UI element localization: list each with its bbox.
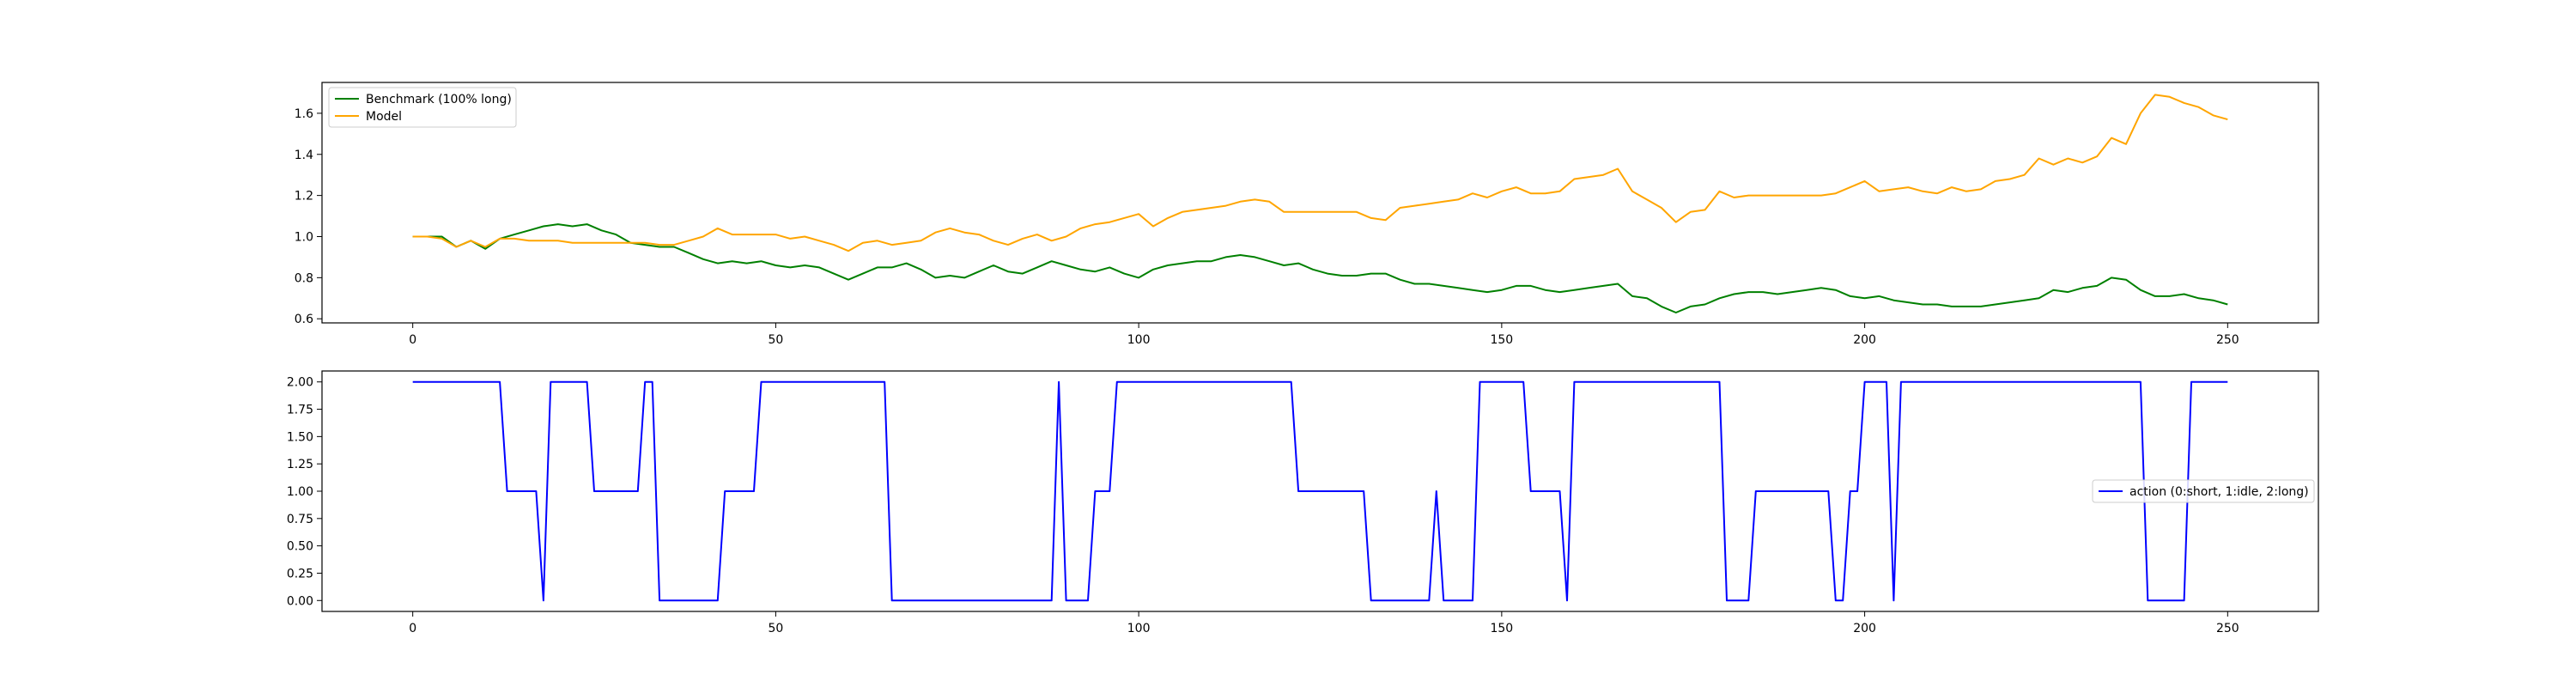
price-y-tick-label: 1.2 — [295, 190, 313, 204]
legend-label-model: Model — [366, 110, 402, 124]
action-series-group — [412, 380, 2228, 602]
price-y-tick-label: 1.6 — [295, 107, 313, 121]
action-y-tick-label: 1.75 — [287, 404, 313, 417]
price-series-group — [412, 94, 2228, 313]
price-x-tick-label: 100 — [1127, 333, 1151, 347]
action-x-tick-label: 100 — [1127, 622, 1151, 635]
price-legend-box — [328, 87, 517, 128]
price-legend: Benchmark (100% long) Model — [328, 87, 517, 128]
price-y-tick-label: 1.4 — [295, 149, 313, 162]
action-chart: 0 50 100 150 200 250 0.00 0.25 0.50 0.75 1.00 1.25 1… — [287, 370, 2319, 635]
price-x-tick-label: 200 — [1853, 333, 1876, 347]
action-y-tick-label: 0.25 — [287, 567, 313, 581]
action-series-line-0 — [412, 380, 2228, 602]
action-y-tick-label: 2.00 — [287, 376, 313, 390]
action-chart-axes: 0 50 100 150 200 250 0.00 0.25 0.50 0.75 1.00 1.25 1… — [287, 376, 2239, 635]
action-y-tick-label: 1.00 — [287, 485, 313, 499]
action-legend: action (0:short, 1:idle, 2:long) — [2092, 479, 2315, 503]
price-series-line-0 — [412, 223, 2228, 313]
action-y-tick-label: 0.50 — [287, 540, 313, 554]
action-y-tick-label: 1.25 — [287, 458, 313, 471]
price-y-tick-label: 1.0 — [295, 230, 313, 244]
price-chart: 0 50 100 150 200 250 0.6 0.8 1.0 1.2 1.4 1.6 Benchm… — [295, 82, 2319, 347]
action-y-tick-label: 1.50 — [287, 430, 313, 444]
price-y-tick-label: 0.8 — [295, 271, 313, 285]
action-y-tick-label: 0.75 — [287, 513, 313, 526]
legend-label-benchmark: Benchmark (100% long) — [366, 93, 512, 106]
price-chart-axes: 0 50 100 150 200 250 0.6 0.8 1.0 1.2 1.4 1.6 — [295, 107, 2239, 347]
price-x-tick-label: 250 — [2216, 333, 2239, 347]
action-x-tick-label: 150 — [1490, 622, 1513, 635]
action-legend-box — [2092, 479, 2315, 503]
price-y-tick-label: 0.6 — [295, 313, 313, 326]
action-x-tick-label: 0 — [409, 622, 416, 635]
price-x-tick-label: 50 — [768, 333, 783, 347]
price-x-tick-label: 0 — [409, 333, 416, 347]
price-chart-frame — [321, 82, 2319, 324]
action-x-tick-label: 250 — [2216, 622, 2239, 635]
price-x-tick-label: 150 — [1490, 333, 1513, 347]
price-series-line-1 — [412, 94, 2228, 252]
action-x-tick-label: 200 — [1853, 622, 1876, 635]
action-x-tick-label: 50 — [768, 622, 783, 635]
legend-label-action: action (0:short, 1:idle, 2:long) — [2129, 485, 2309, 499]
action-y-tick-label: 0.00 — [287, 594, 313, 608]
